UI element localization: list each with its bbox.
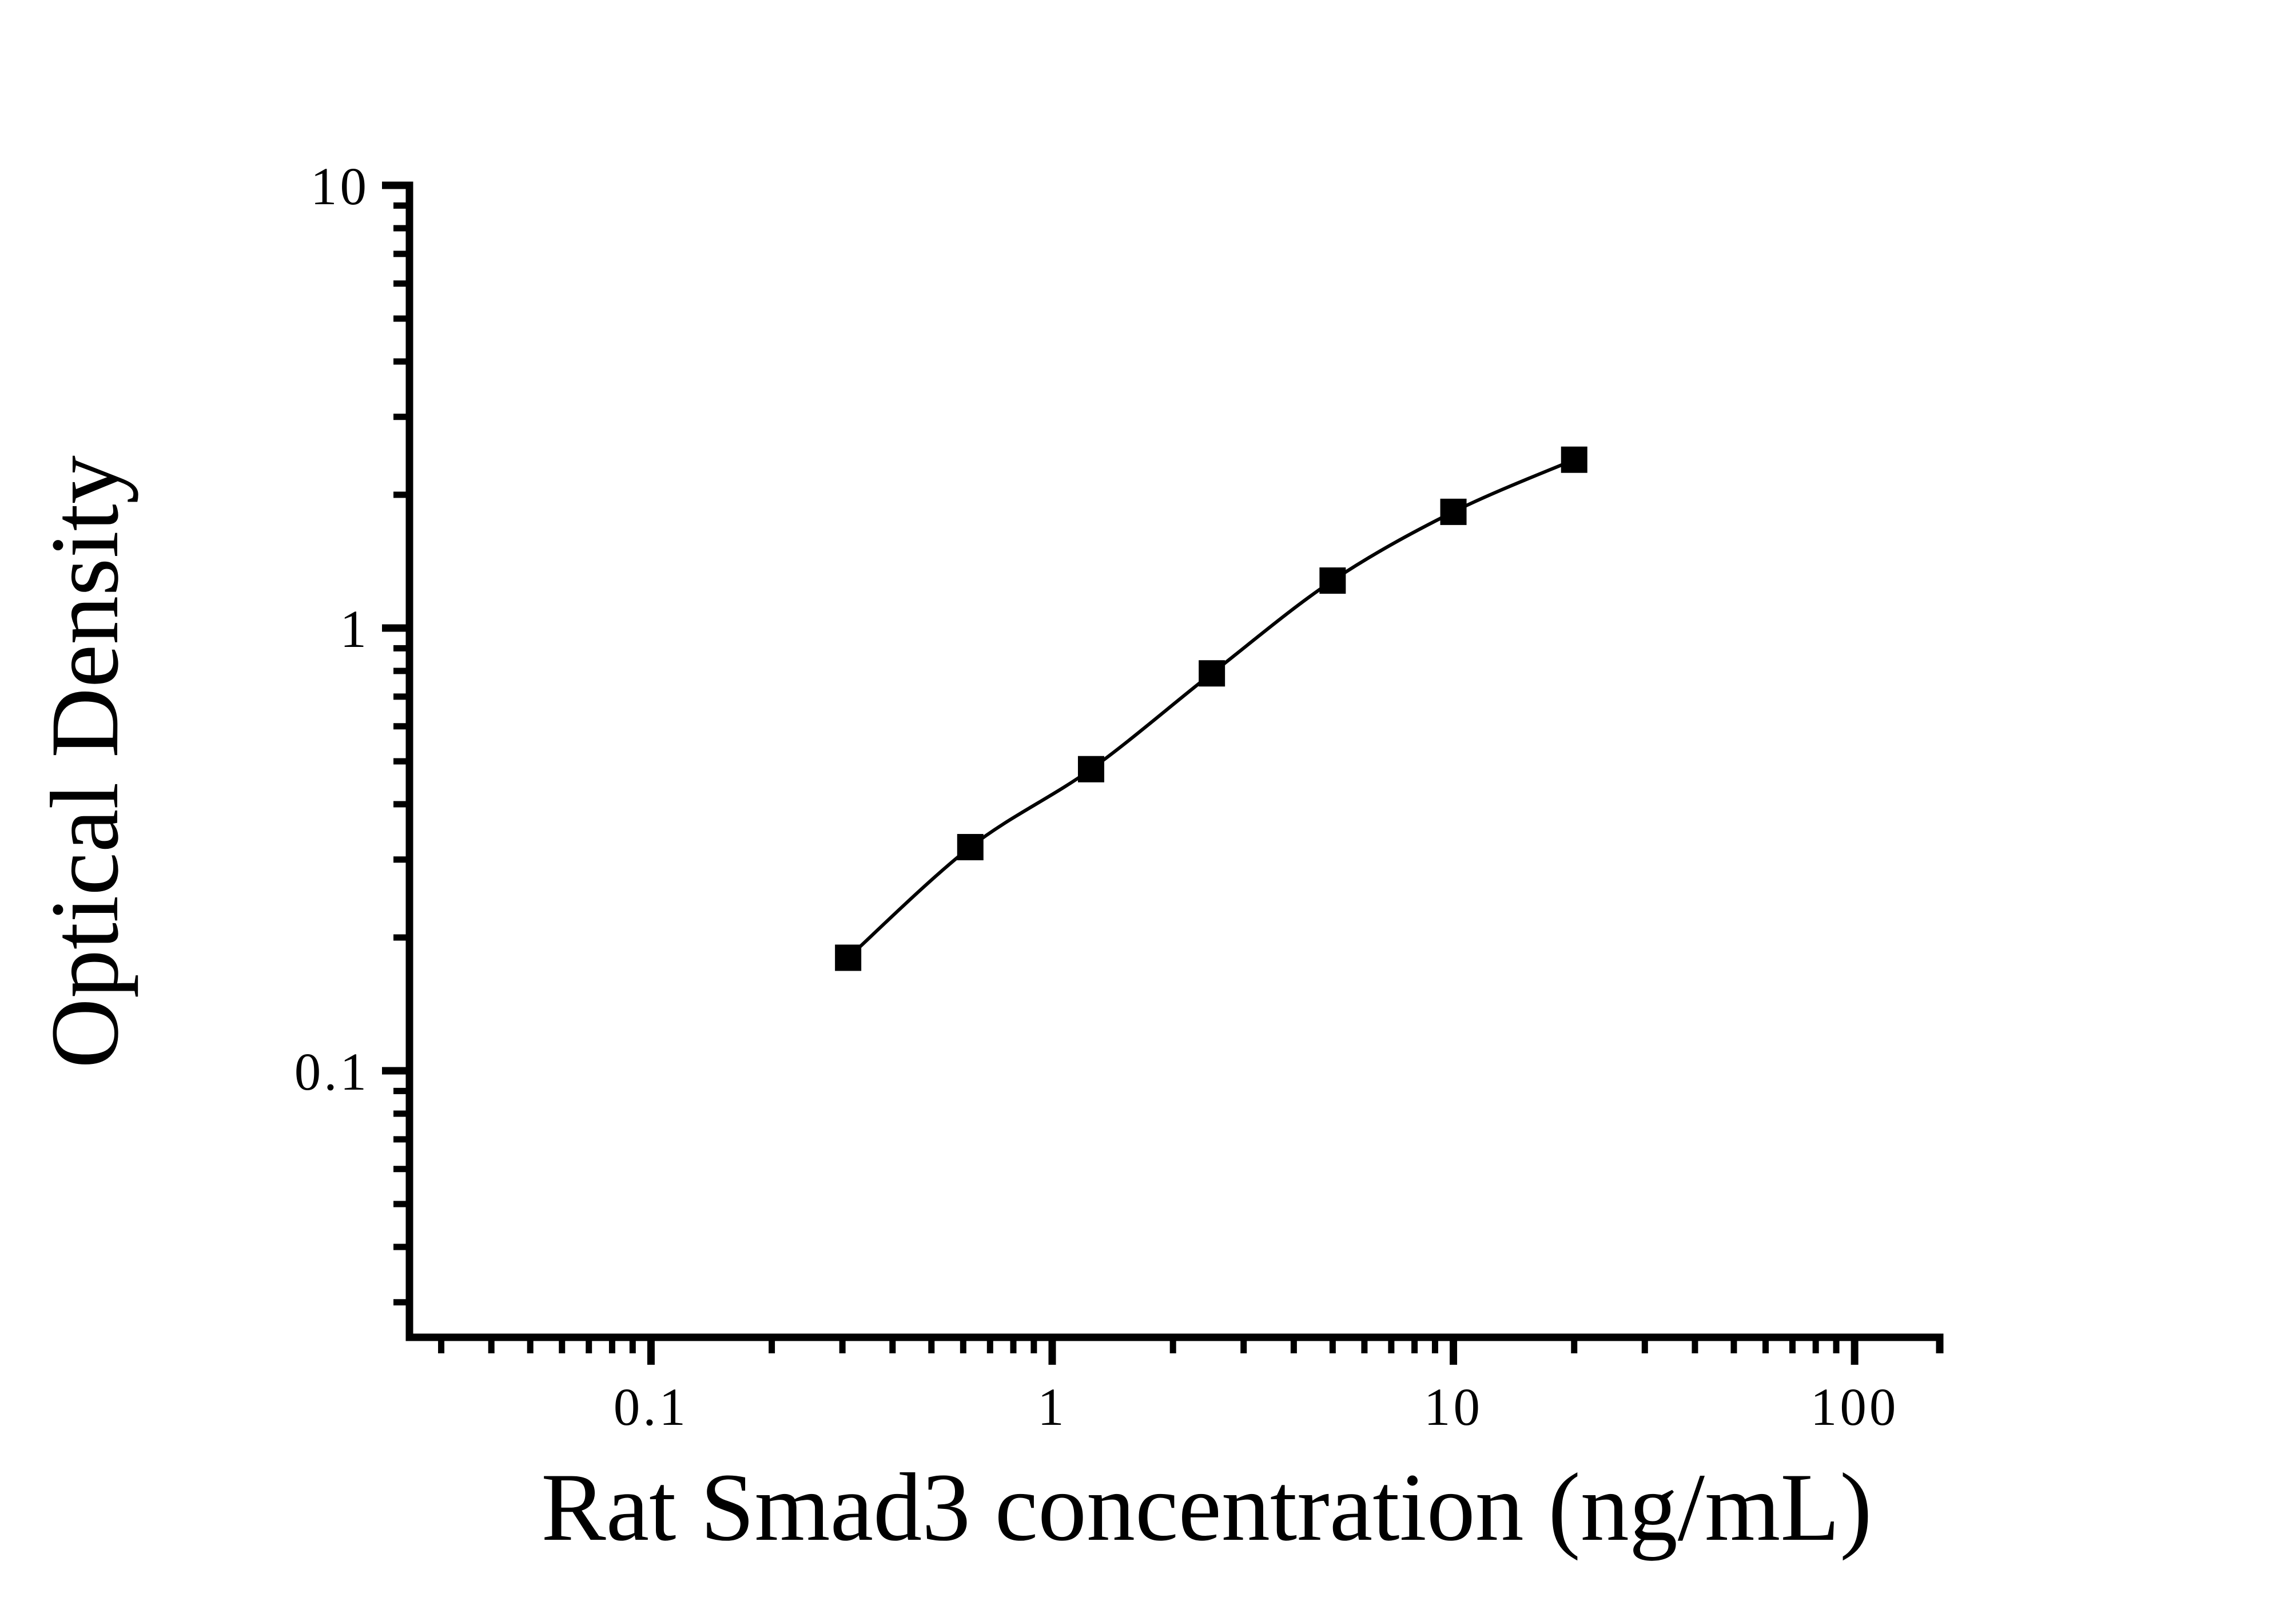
y-tick-label: 10	[311, 157, 369, 216]
data-point-marker	[835, 944, 862, 971]
data-point-marker	[1077, 756, 1104, 782]
y-axis-title: Optical Density	[31, 455, 138, 1068]
data-point-marker	[1561, 446, 1587, 473]
data-point-marker	[957, 834, 984, 861]
data-series-layer	[835, 446, 1587, 971]
standard-curve-line	[847, 458, 1575, 959]
y-tick-label: 0.1	[295, 1043, 369, 1102]
y-tick-label: 1	[340, 600, 370, 659]
x-tick-label: 10	[1424, 1378, 1483, 1437]
x-tick-label: 100	[1810, 1378, 1899, 1437]
x-axis-title: Rat Smad3 concentration (ng/mL)	[541, 1453, 1872, 1561]
data-point-marker	[1319, 567, 1346, 594]
data-point-marker	[1440, 498, 1467, 525]
x-tick-label: 0.1	[614, 1378, 689, 1437]
x-tick-label: 1	[1037, 1378, 1067, 1437]
data-point-marker	[1199, 660, 1225, 687]
axes-layer: 0.1 1 10 100 0.1 1 10	[295, 157, 1944, 1437]
